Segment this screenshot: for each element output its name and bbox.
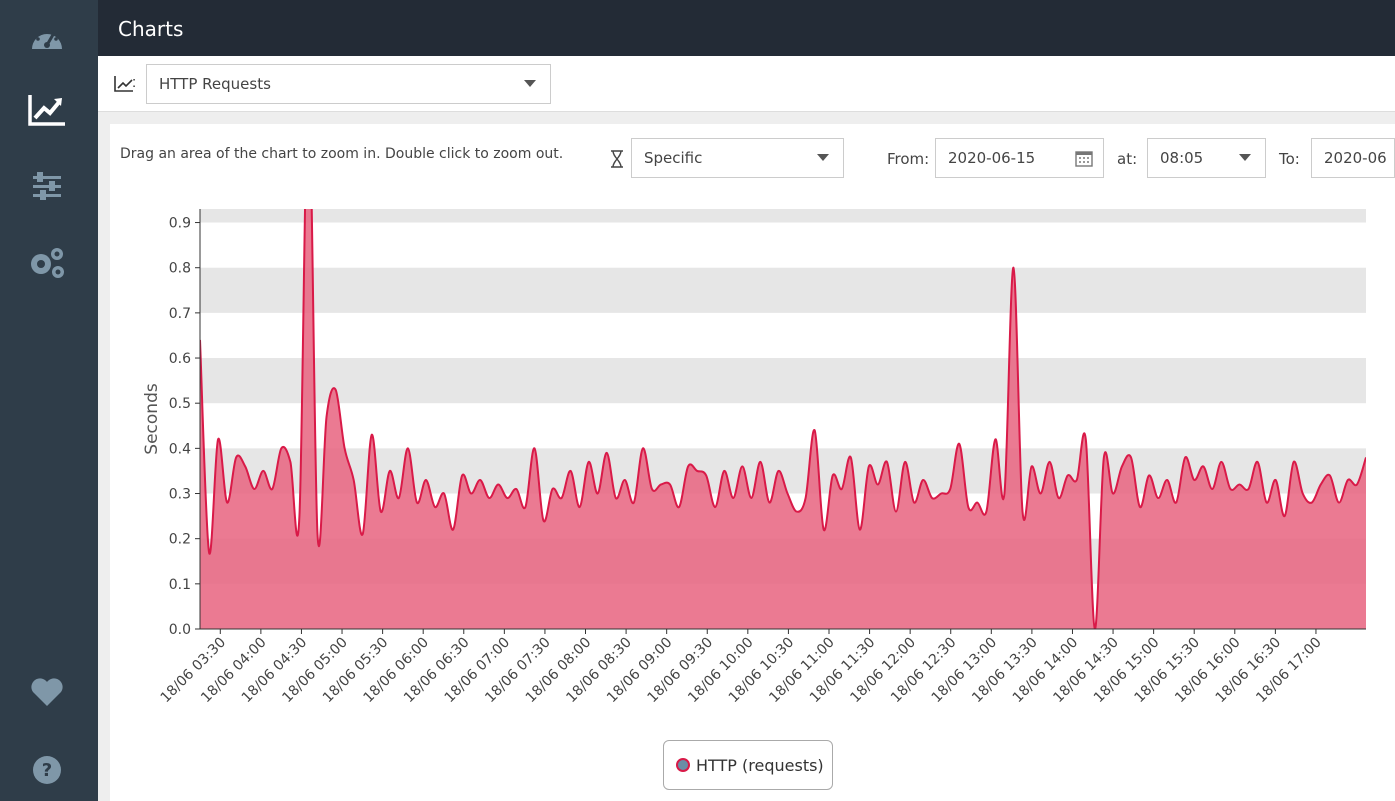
chart-type-colon: : <box>132 74 137 91</box>
y-tick-label: 0.9 <box>169 216 191 232</box>
at-time-select[interactable]: 08:05 <box>1147 138 1266 178</box>
legend-marker <box>676 758 690 772</box>
at-label: at: <box>1117 150 1138 168</box>
from-date-input[interactable]: 2020-06-15 <box>935 138 1104 178</box>
from-date-value: 2020-06-15 <box>948 149 1036 167</box>
grid-band <box>200 267 1366 313</box>
calendar-icon <box>1075 149 1093 171</box>
y-tick-label: 0.5 <box>169 396 191 412</box>
sidebar: ? <box>0 0 98 801</box>
sliders-icon[interactable] <box>25 166 69 206</box>
grid-band <box>200 209 1366 223</box>
y-tick-label: 0.4 <box>169 441 191 457</box>
page-title: Charts <box>118 17 184 41</box>
chart-toolbar: : HTTP Requests <box>98 56 1395 112</box>
legend-item-http[interactable]: HTTP (requests) <box>663 740 833 790</box>
series-line-http <box>200 209 1366 629</box>
at-time-value: 08:05 <box>1160 149 1204 167</box>
zoom-hint: Drag an area of the chart to zoom in. Do… <box>120 146 564 162</box>
y-tick-label: 0.2 <box>169 532 191 548</box>
header-bar: Charts <box>98 0 1395 56</box>
y-tick-label: 0.1 <box>169 577 191 593</box>
range-mode-select[interactable]: Specific <box>631 138 844 178</box>
svg-text:?: ? <box>42 760 52 781</box>
chart-select-value: HTTP Requests <box>159 75 271 93</box>
to-date-value: 2020-06 <box>1324 149 1387 167</box>
grid-band <box>200 358 1366 404</box>
to-date-input[interactable]: 2020-06 <box>1311 138 1395 178</box>
chart-panel: Drag an area of the chart to zoom in. Do… <box>110 124 1395 801</box>
chart-select[interactable]: HTTP Requests <box>146 64 551 104</box>
chart-type-icon <box>114 75 134 98</box>
to-label: To: <box>1279 150 1300 168</box>
hourglass-icon <box>610 150 624 173</box>
chevron-down-icon <box>817 154 829 161</box>
http-requests-chart[interactable]: 0.00.10.20.30.40.50.60.70.80.9Seconds18/… <box>110 204 1395 724</box>
y-tick-label: 0.3 <box>169 487 191 503</box>
chevron-down-icon <box>1239 154 1251 161</box>
y-tick-label: 0.6 <box>169 351 191 367</box>
dashboard-icon[interactable] <box>25 18 69 58</box>
heart-icon[interactable] <box>25 672 69 712</box>
help-icon[interactable]: ? <box>25 750 69 790</box>
chart-line-icon[interactable] <box>25 90 69 130</box>
y-axis-title: Seconds <box>142 383 162 455</box>
y-tick-label: 0.0 <box>169 622 191 638</box>
from-label: From: <box>887 150 930 168</box>
range-mode-value: Specific <box>644 149 703 167</box>
gears-icon[interactable] <box>25 242 69 282</box>
legend-label: HTTP (requests) <box>696 755 824 775</box>
chevron-down-icon <box>524 80 536 87</box>
series-area-http <box>200 209 1366 629</box>
y-tick-label: 0.8 <box>169 261 191 277</box>
y-tick-label: 0.7 <box>169 306 191 322</box>
